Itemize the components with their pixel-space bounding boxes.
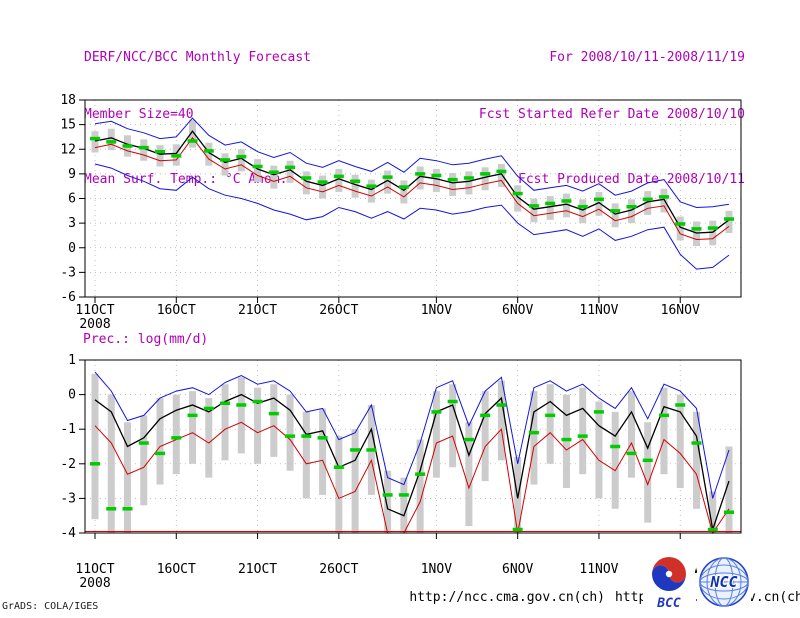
forecast-range-label: For 2008/10/11-2008/11/19 xyxy=(549,50,745,65)
header-right: For 2008/10/11-2008/11/19 Fcst Started R… xyxy=(479,10,745,227)
ncc-globe-icon xyxy=(699,557,749,607)
svg-text:3: 3 xyxy=(68,216,76,231)
svg-text:26OCT: 26OCT xyxy=(319,562,358,577)
temp-panel-title: Mean Surf. Temp.: °C Anom. xyxy=(84,172,288,187)
grads-credit: GrADS: COLA/IGES xyxy=(2,601,99,612)
svg-text:0: 0 xyxy=(68,241,76,256)
ncc-url: http://ncc.cma.gov.cn(ch) xyxy=(409,590,605,605)
svg-text:6NOV: 6NOV xyxy=(502,562,533,577)
svg-text:21OCT: 21OCT xyxy=(238,562,277,577)
svg-text:16OCT: 16OCT xyxy=(157,562,196,577)
svg-text:2008: 2008 xyxy=(79,317,110,332)
svg-text:11OCT: 11OCT xyxy=(75,303,114,318)
bcc-logo: BCC xyxy=(643,554,695,612)
svg-text:16OCT: 16OCT xyxy=(157,303,196,318)
svg-text:15: 15 xyxy=(60,118,76,133)
bcc-swirl-icon xyxy=(652,557,686,591)
ncc-logo-label: NCC xyxy=(709,573,737,591)
bcc-logo-label: BCC xyxy=(656,596,681,611)
svg-text:18: 18 xyxy=(60,93,76,108)
product-title: DERF/NCC/BCC Monthly Forecast xyxy=(84,50,311,65)
svg-text:1NOV: 1NOV xyxy=(421,562,452,577)
svg-text:9: 9 xyxy=(68,167,76,182)
svg-text:21OCT: 21OCT xyxy=(238,303,277,318)
svg-text:26OCT: 26OCT xyxy=(319,303,358,318)
svg-text:11OCT: 11OCT xyxy=(75,562,114,577)
header-left: DERF/NCC/BCC Monthly Forecast Member Siz… xyxy=(84,10,311,227)
svg-text:16NOV: 16NOV xyxy=(661,303,700,318)
svg-text:-3: -3 xyxy=(60,265,76,280)
svg-text:1: 1 xyxy=(68,353,76,368)
precip-panel-title: Prec.: log(mm/d) xyxy=(83,332,209,347)
ncc-logo: NCC xyxy=(697,554,751,612)
svg-text:6: 6 xyxy=(68,192,76,207)
svg-text:11NOV: 11NOV xyxy=(579,562,618,577)
svg-text:-6: -6 xyxy=(60,290,76,305)
svg-text:-1: -1 xyxy=(60,422,76,437)
svg-text:0: 0 xyxy=(68,388,76,403)
svg-text:-4: -4 xyxy=(60,526,76,541)
svg-text:-2: -2 xyxy=(60,457,76,472)
svg-text:2008: 2008 xyxy=(79,576,110,591)
svg-text:-3: -3 xyxy=(60,491,76,506)
refer-date-label: Fcst Started Refer Date 2008/10/10 xyxy=(478,107,745,122)
svg-text:1NOV: 1NOV xyxy=(421,303,452,318)
svg-text:6NOV: 6NOV xyxy=(502,303,533,318)
svg-text:11NOV: 11NOV xyxy=(579,303,618,318)
member-size-label: Member Size=40 xyxy=(84,107,194,122)
svg-text:12: 12 xyxy=(60,142,76,157)
